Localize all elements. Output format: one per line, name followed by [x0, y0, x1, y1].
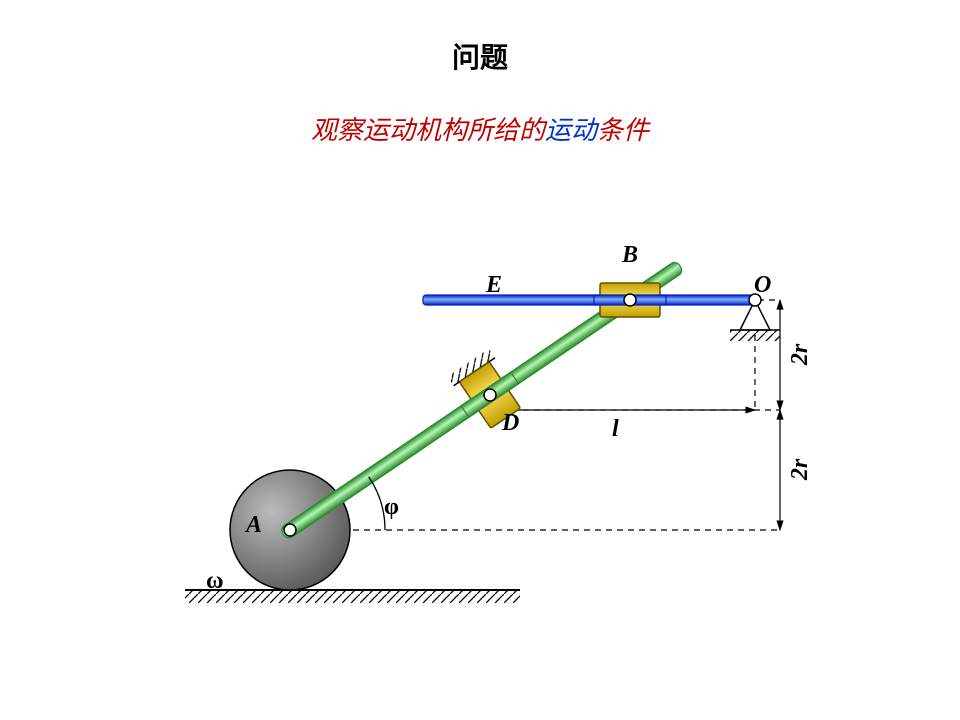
label-A: A	[246, 512, 262, 539]
bar-EO	[423, 295, 759, 305]
label-2r-lower: 2r	[787, 459, 814, 480]
label-omega: ω	[206, 568, 224, 595]
label-l: l	[612, 416, 619, 443]
pin-joints	[284, 294, 761, 536]
label-O: O	[754, 272, 771, 299]
label-2r-upper: 2r	[787, 344, 814, 365]
label-phi: φ	[384, 494, 399, 521]
ground	[185, 590, 520, 603]
label-D: D	[502, 410, 519, 437]
angle-arc-phi	[369, 477, 385, 530]
label-B: B	[622, 242, 638, 269]
mechanism-diagram	[0, 0, 960, 720]
label-E: E	[486, 272, 502, 299]
